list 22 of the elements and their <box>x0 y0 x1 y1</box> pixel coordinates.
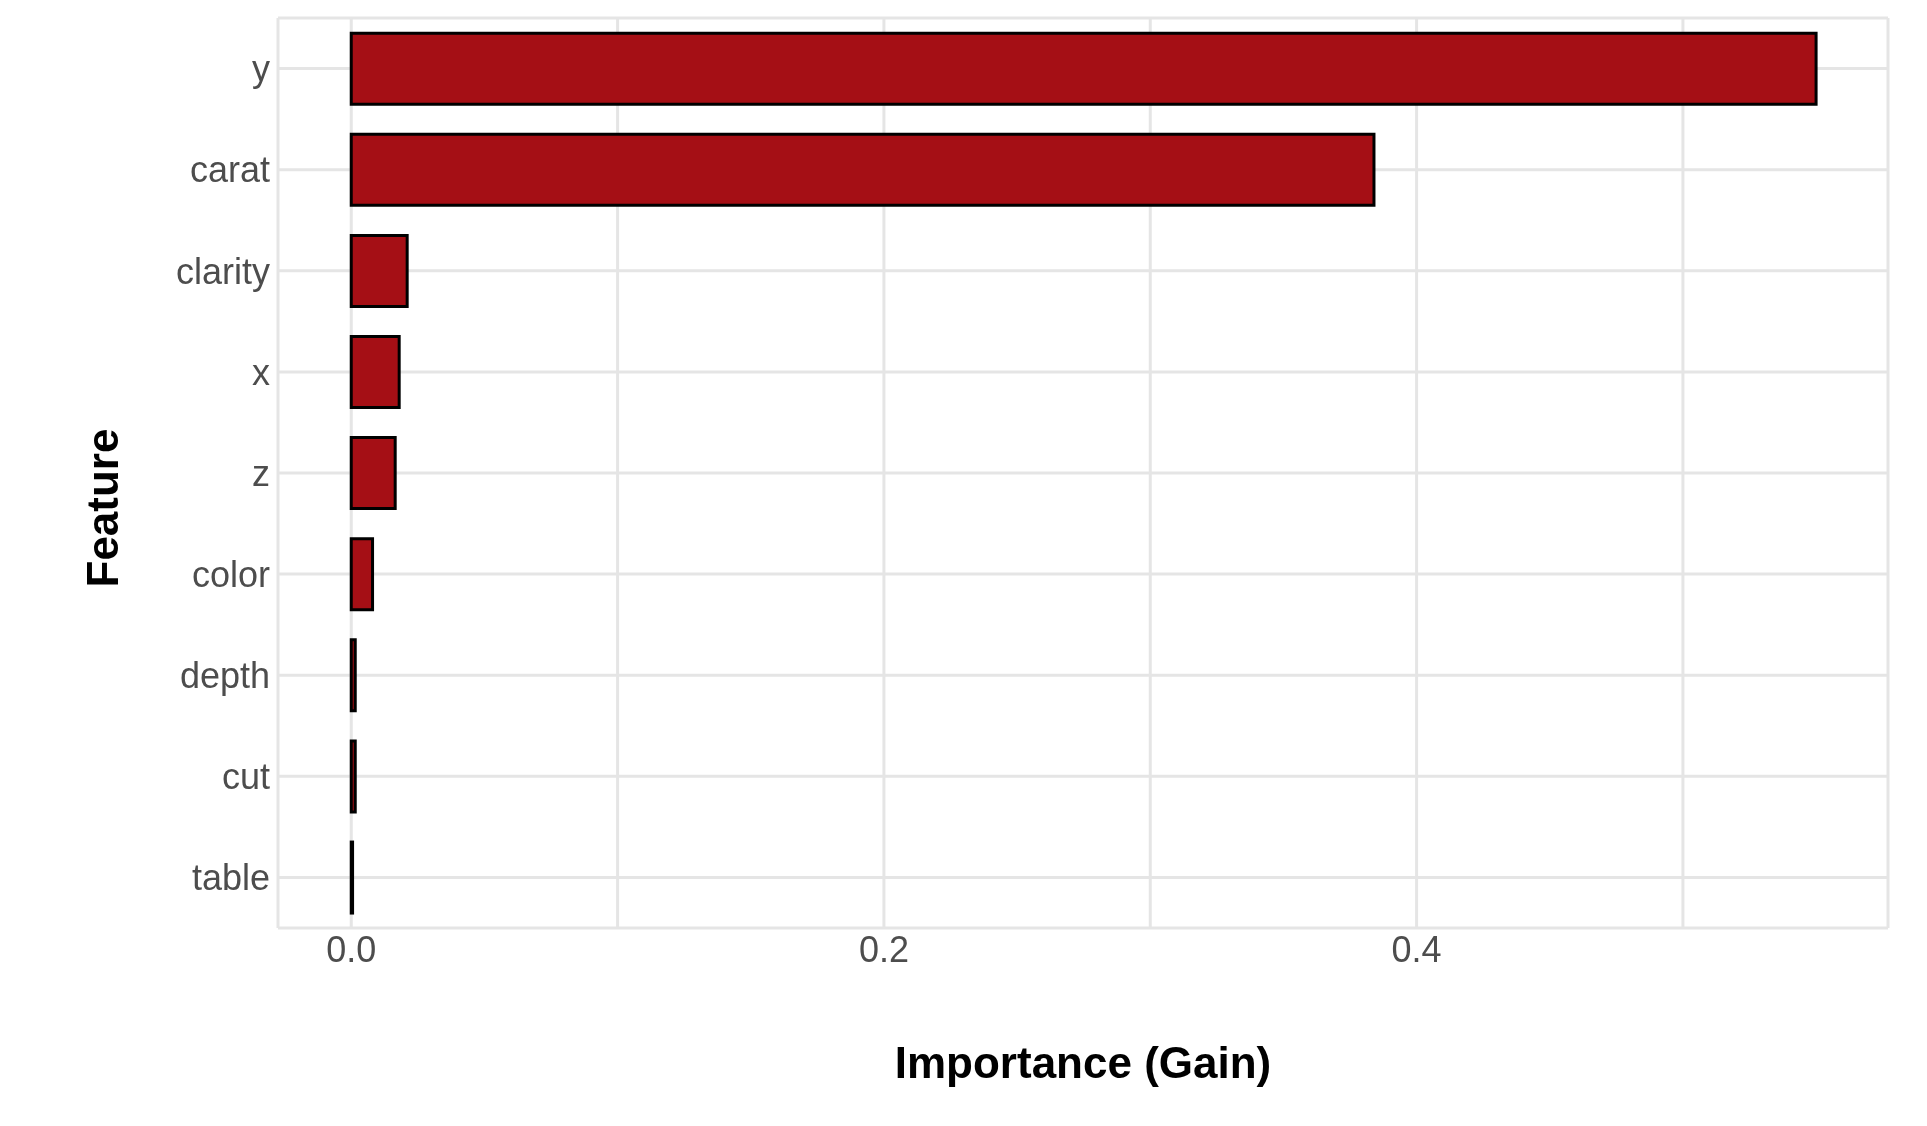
bar <box>349 436 397 511</box>
bar <box>349 31 1818 106</box>
bar <box>349 638 357 713</box>
x-tick-label: 0.2 <box>858 928 909 970</box>
y-tick-label: y <box>252 48 270 90</box>
bar <box>349 537 375 612</box>
y-tick-label: carat <box>189 149 270 191</box>
bar <box>349 335 401 409</box>
y-tick-label: table <box>191 857 270 899</box>
y-tick-label: depth <box>179 655 270 696</box>
y-tick-label: x <box>252 351 270 393</box>
bar <box>349 739 357 814</box>
y-tick-label: color <box>191 553 271 595</box>
bar <box>349 233 409 308</box>
y-tick-label: clarity <box>175 250 270 292</box>
y-axis-title: Feature <box>78 428 128 588</box>
bar <box>349 132 1376 207</box>
y-tick-label: cut <box>221 756 270 798</box>
y-tick-label: z <box>252 452 270 494</box>
x-tick-label: 0.4 <box>1391 928 1442 970</box>
x-axis-title: Importance (Gain) <box>893 1038 1273 1088</box>
x-tick-label: 0.0 <box>326 928 377 970</box>
